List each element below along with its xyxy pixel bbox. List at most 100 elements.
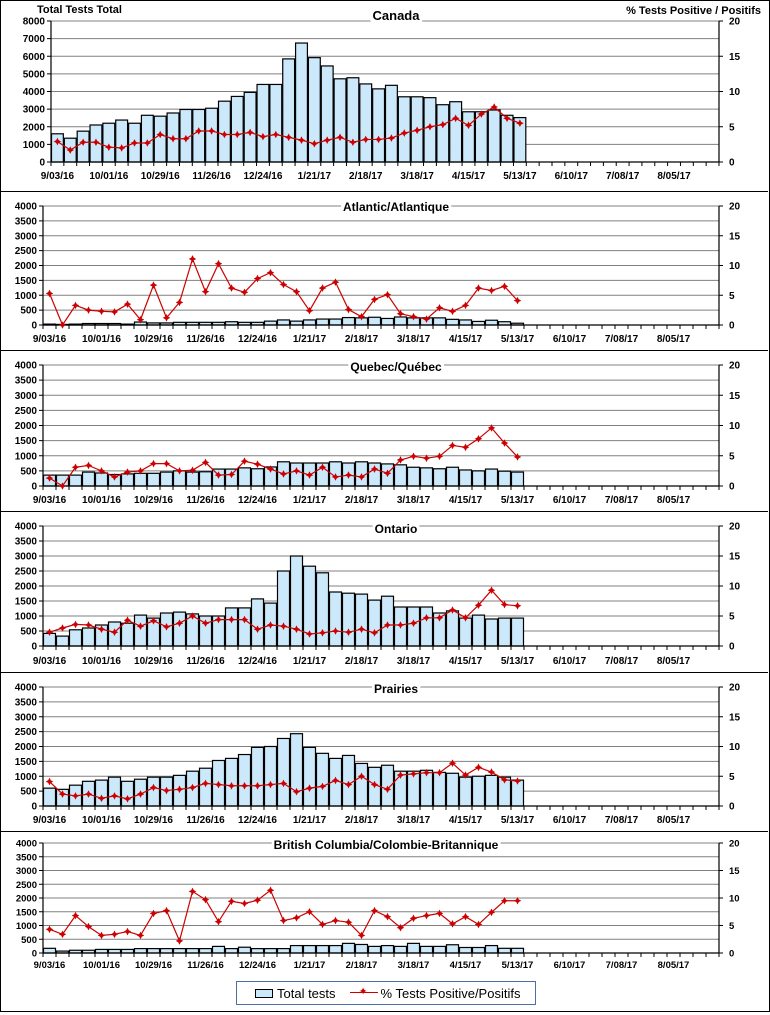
bar-british-columbia [367,945,382,954]
line-point-british-columbia [201,895,210,904]
line-point-prairies [253,781,262,790]
line-point-atlantic [487,286,496,295]
line-point-atlantic [136,315,145,324]
y-tick-label: 1500 [15,276,38,287]
line-point-ontario [448,606,457,614]
bar-quebec [484,468,499,487]
line-point-quebec [461,443,470,452]
bar-quebec [432,468,447,487]
bar-atlantic [380,317,395,326]
line-point-atlantic [201,287,210,296]
line-point-prairies [45,777,54,786]
x-tick-label: 4/15/17 [452,171,486,182]
line-point-ontario [370,629,379,637]
line-point-ontario [71,620,80,629]
y2-tick-label: 15 [729,712,741,723]
bar-canada [230,95,244,163]
line-point-canada [297,136,306,144]
line-point-ontario [214,615,223,624]
bar-canada [320,65,334,163]
x-tick-label: 10/01/16 [89,171,128,182]
line-point-canada [413,126,421,135]
line-point-atlantic [448,307,457,316]
line-point-british-columbia [175,937,184,945]
y2-tick-label: 20 [729,522,741,533]
y-tick-label: 1000 [15,612,38,623]
x-tick-label: 4/15/17 [450,960,482,971]
line-point-atlantic [123,300,132,308]
line-point-atlantic [266,268,275,277]
line-point-prairies [435,768,444,777]
bar-canada [294,42,309,163]
y-tick-label: 2000 [16,894,37,905]
bar-ontario [380,595,395,647]
line-point-prairies [266,780,275,789]
bar-quebec [406,466,421,487]
bar-ontario [510,617,525,647]
bar-british-columbia [419,945,434,954]
line-point-british-columbia [253,896,262,904]
y2-tick-label: 5 [729,291,735,302]
bar-prairies [237,753,252,807]
x-tick-label: 4/15/17 [449,656,483,667]
y2-tick-label: 15 [729,391,741,402]
line-point-quebec [45,474,54,482]
bar-quebec [419,467,434,487]
line-point-ontario [136,622,145,630]
line-point-quebec [435,452,444,461]
bar-prairies [42,787,57,807]
line-point-atlantic [149,281,158,289]
y-tick-label: 8000 [23,17,46,28]
line-point-canada [400,129,409,137]
line-point-canada [361,135,370,144]
line-point-prairies [292,787,301,796]
line-point-canada [310,139,319,148]
y-tick-label: 1000 [15,451,38,462]
line-point-atlantic [240,288,249,297]
y-tick-label: 2500 [15,567,38,578]
bar-canada [269,83,283,163]
bar-canada [115,119,129,163]
line-point-atlantic [461,301,470,310]
line-point-atlantic [110,308,119,316]
line-point-british-columbia [487,908,496,917]
line-point-british-columbia [84,922,93,931]
line-point-prairies [487,768,496,776]
line-point-quebec [162,459,171,468]
y-tick-label: 0 [31,802,37,813]
line-point-british-columbia [188,887,197,896]
bar-quebec [159,471,174,487]
y2-tick-label: 10 [729,87,741,98]
x-tick-label: 5/13/17 [501,495,535,506]
line-point-quebec [136,467,145,475]
line-point-atlantic [162,314,171,322]
line-point-ontario [435,614,444,622]
line-point-ontario [500,600,509,609]
x-tick-label: 10/01/16 [82,815,121,826]
bar-atlantic [302,319,317,326]
y2-tick-label: 5 [729,772,735,783]
line-point-prairies [162,786,171,795]
line-point-quebec [227,470,236,479]
bar-british-columbia [328,944,343,954]
y2-tick-label: 0 [729,642,735,653]
line-point-canada [143,139,152,147]
x-tick-label: 6/10/17 [553,656,587,667]
y2-tick-label: 10 [729,261,741,272]
line-point-prairies [370,780,379,789]
bar-ontario [458,617,473,647]
line-point-british-columbia [435,909,444,918]
x-tick-label: 9/03/16 [33,815,67,826]
x-tick-label: 10/01/16 [82,656,121,667]
bar-quebec [185,471,200,487]
chart-ontario: 0 500 1000 1500 2000 2500 3000 3500 4000 0 5 10 15 20… [15,522,741,668]
line-point-ontario [305,630,314,638]
line-point-british-columbia [97,931,106,940]
line-point-atlantic [344,305,353,314]
bar-ontario [419,606,434,647]
x-tick-label: 2/18/17 [349,171,383,182]
x-tick-label: 6/10/17 [553,815,587,826]
y-tick-label: 4000 [15,683,38,694]
line-point-british-columbia [71,911,80,920]
y2-tick-label: 20 [729,17,741,28]
